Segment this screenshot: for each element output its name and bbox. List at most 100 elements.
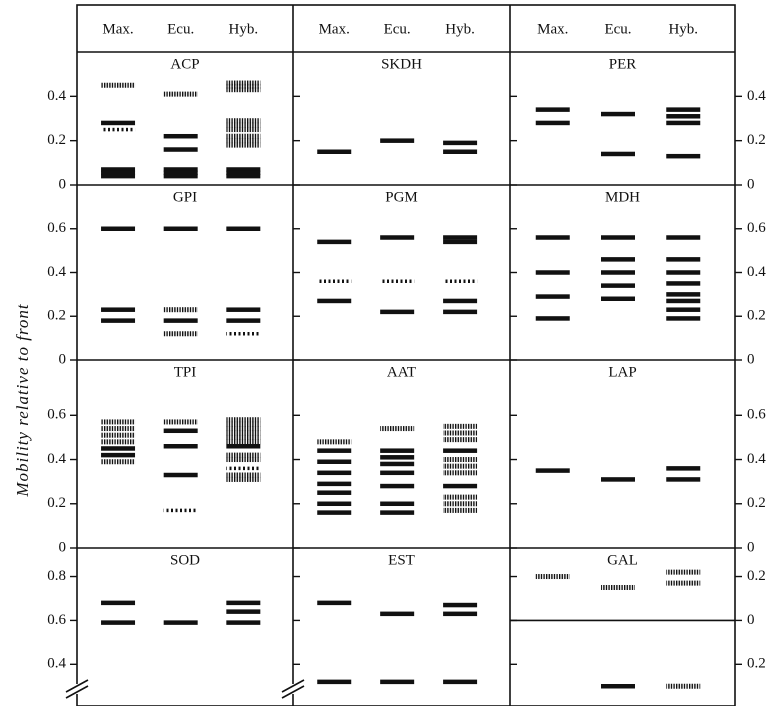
band	[226, 453, 260, 458]
band	[226, 307, 260, 312]
band	[226, 134, 260, 139]
column-header: Ecu.	[167, 21, 194, 37]
band	[317, 601, 351, 606]
band	[226, 118, 260, 123]
band	[101, 446, 135, 451]
band	[601, 235, 635, 240]
y-tick-label: 0	[59, 176, 67, 192]
panel-title: GAL	[607, 552, 638, 568]
band	[601, 257, 635, 262]
panel-title: PER	[609, 56, 637, 72]
band	[317, 299, 351, 304]
band	[601, 112, 635, 117]
y-tick-label: 0.4	[47, 88, 66, 104]
band	[226, 87, 260, 92]
band	[164, 134, 198, 139]
column-header: Hyb.	[445, 21, 475, 37]
band	[226, 444, 260, 449]
y-tick-label: 0.4	[47, 264, 66, 280]
band	[380, 462, 414, 467]
band	[317, 502, 351, 507]
y-tick-label: 0.6	[747, 407, 766, 423]
panel-title: AAT	[387, 364, 416, 380]
band	[226, 138, 260, 143]
band	[101, 227, 135, 232]
band	[443, 240, 477, 245]
band	[443, 612, 477, 617]
band	[226, 439, 260, 444]
band	[226, 426, 260, 431]
band	[666, 477, 700, 482]
y-tick-label: 0	[59, 351, 67, 367]
band	[443, 464, 477, 469]
band	[443, 603, 477, 608]
band	[226, 318, 260, 323]
band	[226, 417, 260, 422]
band	[164, 419, 198, 424]
band	[317, 471, 351, 476]
column-header: Max.	[102, 21, 133, 37]
band	[380, 138, 414, 143]
band	[101, 318, 135, 323]
band	[443, 235, 477, 240]
band	[101, 174, 135, 179]
band	[380, 235, 414, 240]
band	[443, 424, 477, 429]
band	[101, 601, 135, 606]
band	[164, 509, 198, 513]
panel-title: EST	[388, 552, 415, 568]
band	[380, 310, 414, 315]
band	[226, 457, 260, 462]
band	[666, 466, 700, 471]
band	[164, 174, 198, 179]
band	[101, 128, 135, 132]
y-tick-label: 0.6	[47, 407, 66, 423]
panel-title: MDH	[605, 189, 640, 205]
band	[443, 150, 477, 155]
band	[601, 684, 635, 689]
band	[443, 299, 477, 304]
band	[101, 307, 135, 312]
band	[164, 331, 198, 336]
band	[101, 83, 135, 88]
band	[666, 581, 700, 586]
column-header: Hyb.	[229, 21, 259, 37]
y-axis-label: Mobility relative to front	[13, 303, 32, 498]
band	[443, 437, 477, 442]
y-tick-label: 0.2	[747, 495, 766, 511]
band	[164, 429, 198, 434]
band	[164, 620, 198, 625]
band	[380, 471, 414, 476]
band	[443, 484, 477, 489]
column-header: Max.	[537, 21, 568, 37]
band	[226, 143, 260, 148]
band	[666, 235, 700, 240]
band	[666, 292, 700, 297]
band	[101, 453, 135, 458]
band	[666, 257, 700, 262]
y-tick-label: 0.6	[47, 220, 66, 236]
band	[164, 307, 198, 312]
panel-title: PGM	[385, 189, 418, 205]
band	[443, 457, 477, 462]
band	[443, 501, 477, 506]
band	[226, 473, 260, 478]
column-header: Ecu.	[384, 21, 411, 37]
band	[164, 92, 198, 97]
panel-title: LAP	[608, 364, 636, 380]
band	[317, 448, 351, 453]
band	[226, 620, 260, 625]
panel-title: SKDH	[381, 56, 422, 72]
panel-title: ACP	[170, 56, 199, 72]
band	[101, 121, 135, 126]
band	[317, 490, 351, 495]
band	[443, 470, 477, 475]
band	[666, 316, 700, 321]
band	[380, 510, 414, 515]
band	[226, 601, 260, 606]
band	[601, 152, 635, 157]
band	[536, 270, 570, 275]
band	[536, 235, 570, 240]
y-tick-label: 0.2	[47, 132, 66, 148]
y-tick-label: 0.2	[747, 132, 766, 148]
